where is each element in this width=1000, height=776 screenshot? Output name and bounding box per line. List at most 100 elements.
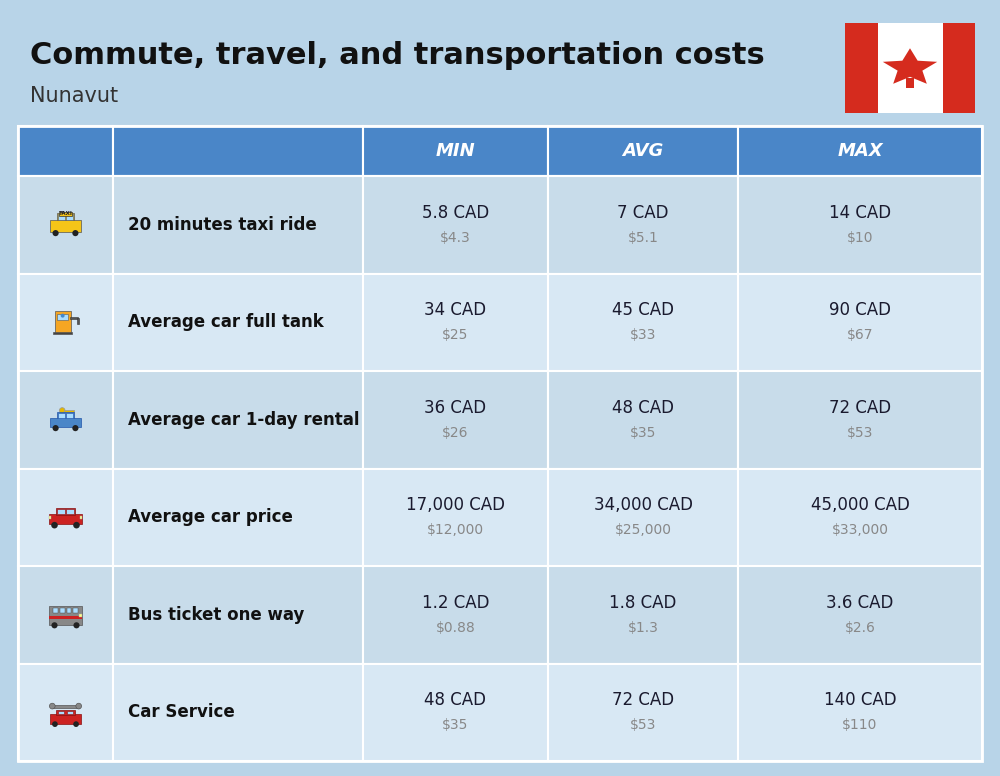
Bar — [66, 413, 73, 417]
Bar — [67, 608, 71, 613]
Text: $110: $110 — [842, 719, 878, 733]
Text: $0.88: $0.88 — [436, 621, 475, 635]
Text: $2.6: $2.6 — [845, 621, 875, 635]
Bar — [50, 715, 81, 724]
Bar — [49, 616, 82, 619]
Bar — [18, 126, 982, 761]
Text: 72 CAD: 72 CAD — [829, 399, 891, 417]
Circle shape — [73, 622, 80, 629]
Bar — [738, 371, 982, 469]
Bar — [50, 417, 81, 428]
Bar — [113, 176, 363, 273]
Text: 140 CAD: 140 CAD — [824, 691, 896, 709]
Bar — [18, 273, 113, 371]
Bar — [72, 412, 73, 414]
Bar — [57, 413, 74, 418]
Bar — [18, 663, 113, 761]
Text: 36 CAD: 36 CAD — [424, 399, 487, 417]
Text: Average car 1-day rental: Average car 1-day rental — [128, 411, 360, 429]
Circle shape — [72, 425, 78, 431]
Polygon shape — [883, 48, 937, 84]
Text: $67: $67 — [847, 328, 873, 342]
Bar — [548, 126, 738, 176]
Bar — [738, 126, 982, 176]
Text: Average car full tank: Average car full tank — [128, 314, 324, 331]
Bar — [67, 711, 73, 715]
Text: 17,000 CAD: 17,000 CAD — [406, 496, 505, 514]
Circle shape — [53, 425, 59, 431]
Bar — [57, 509, 65, 514]
Text: $53: $53 — [847, 426, 873, 440]
Text: 45,000 CAD: 45,000 CAD — [811, 496, 909, 514]
Bar — [64, 411, 74, 412]
Bar — [548, 176, 738, 273]
Bar — [80, 516, 82, 519]
Bar — [18, 371, 113, 469]
Text: Average car price: Average car price — [128, 508, 293, 526]
Text: 5.8 CAD: 5.8 CAD — [422, 204, 489, 222]
Bar — [53, 608, 58, 613]
Bar — [57, 314, 68, 320]
Text: Commute, travel, and transportation costs: Commute, travel, and transportation cost… — [30, 41, 765, 71]
Bar — [73, 608, 78, 613]
Text: $35: $35 — [630, 426, 656, 440]
Circle shape — [59, 407, 65, 414]
Text: 7 CAD: 7 CAD — [617, 204, 669, 222]
Circle shape — [52, 721, 58, 727]
Text: 90 CAD: 90 CAD — [829, 301, 891, 319]
Bar — [113, 371, 363, 469]
Bar — [363, 126, 548, 176]
Bar — [18, 176, 113, 273]
Circle shape — [76, 703, 82, 709]
Bar — [363, 273, 548, 371]
Bar — [57, 213, 74, 220]
Bar — [79, 615, 82, 617]
Text: $4.3: $4.3 — [440, 230, 471, 244]
Bar — [77, 318, 79, 324]
Bar — [52, 705, 79, 708]
Bar — [363, 176, 548, 273]
Bar — [58, 711, 64, 715]
Text: Nunavut: Nunavut — [30, 86, 118, 106]
Text: MAX: MAX — [837, 142, 883, 160]
Bar — [548, 566, 738, 663]
Bar — [66, 214, 73, 220]
Text: MIN: MIN — [436, 142, 475, 160]
Text: 14 CAD: 14 CAD — [829, 204, 891, 222]
Text: 3.6 CAD: 3.6 CAD — [826, 594, 894, 611]
Circle shape — [51, 622, 58, 629]
Circle shape — [73, 522, 80, 528]
Bar — [738, 663, 982, 761]
Text: 48 CAD: 48 CAD — [424, 691, 486, 709]
Bar — [738, 566, 982, 663]
Bar — [113, 126, 363, 176]
Bar — [49, 606, 82, 625]
Text: $33,000: $33,000 — [832, 523, 889, 537]
Text: 48 CAD: 48 CAD — [612, 399, 674, 417]
Circle shape — [72, 230, 78, 236]
Circle shape — [61, 314, 65, 317]
Bar — [738, 469, 982, 566]
Text: 72 CAD: 72 CAD — [612, 691, 674, 709]
Text: $12,000: $12,000 — [427, 523, 484, 537]
Bar — [18, 566, 113, 663]
Bar — [906, 78, 914, 88]
Text: 20 minutes taxi ride: 20 minutes taxi ride — [128, 216, 317, 234]
Text: 45 CAD: 45 CAD — [612, 301, 674, 319]
Text: $53: $53 — [630, 719, 656, 733]
Bar — [58, 214, 65, 220]
Text: $25: $25 — [442, 328, 469, 342]
Bar — [363, 566, 548, 663]
Bar — [66, 509, 74, 514]
Circle shape — [49, 703, 55, 709]
Bar — [363, 469, 548, 566]
Text: $25,000: $25,000 — [614, 523, 672, 537]
Text: 34 CAD: 34 CAD — [424, 301, 487, 319]
Bar — [113, 273, 363, 371]
Text: $1.3: $1.3 — [628, 621, 658, 635]
Bar — [548, 273, 738, 371]
Text: 1.2 CAD: 1.2 CAD — [422, 594, 489, 611]
Bar — [18, 469, 113, 566]
Bar — [49, 514, 82, 525]
Bar — [58, 413, 65, 417]
